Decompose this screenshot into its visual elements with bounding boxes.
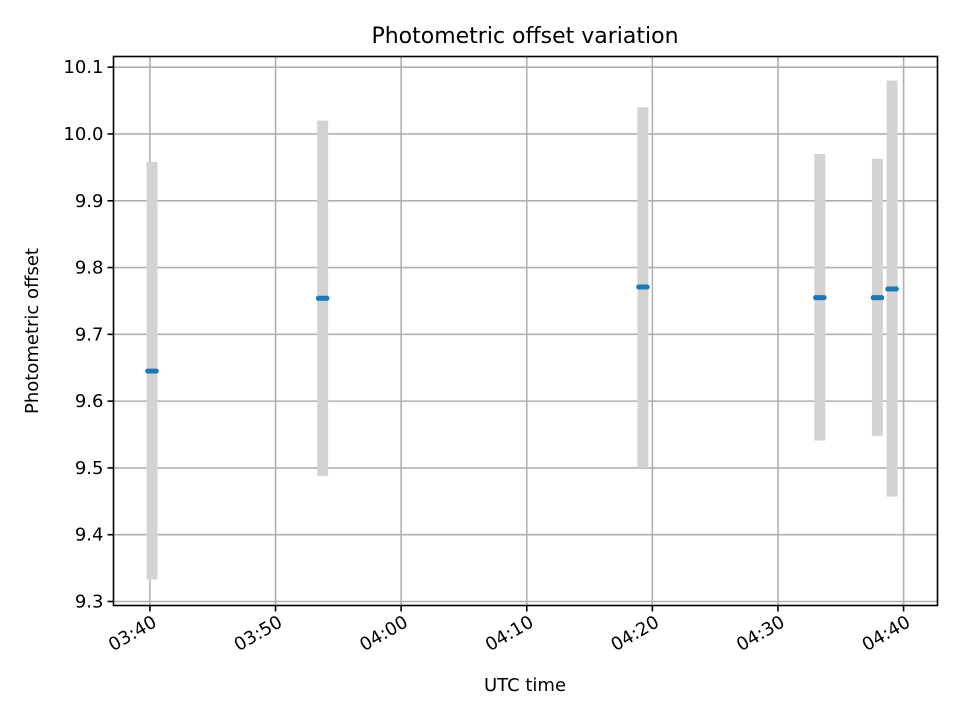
x-axis-label: UTC time bbox=[484, 675, 566, 696]
y-tick-label: 9.5 bbox=[75, 458, 104, 479]
data-point bbox=[153, 368, 159, 374]
x-tick-label: 04:40 bbox=[859, 612, 914, 656]
y-tick-label: 9.7 bbox=[75, 324, 104, 345]
x-tick-label: 04:30 bbox=[733, 612, 788, 656]
y-tick-label: 9.3 bbox=[75, 591, 104, 612]
data-point bbox=[879, 295, 885, 301]
data-point-layer bbox=[145, 284, 899, 374]
x-tick-label: 04:20 bbox=[607, 612, 662, 656]
x-tick-label: 03:50 bbox=[231, 612, 286, 656]
y-tick-label: 9.8 bbox=[75, 258, 104, 279]
y-axis-label: Photometric offset bbox=[22, 248, 43, 414]
x-tick-label: 04:00 bbox=[356, 612, 411, 656]
data-point bbox=[821, 295, 827, 301]
y-tick-label: 9.6 bbox=[75, 391, 104, 412]
grid-layer bbox=[113, 56, 938, 606]
data-point bbox=[324, 295, 330, 301]
y-tick-label: 10.1 bbox=[63, 57, 103, 78]
x-tick-label: 04:10 bbox=[482, 612, 537, 656]
data-point bbox=[644, 284, 650, 290]
y-tick-label: 9.9 bbox=[75, 191, 104, 212]
chart-title: Photometric offset variation bbox=[371, 24, 678, 49]
plot-frame bbox=[112, 55, 939, 607]
y-tick-label: 10.0 bbox=[63, 124, 103, 145]
x-tick-label: 03:40 bbox=[105, 612, 160, 656]
data-point bbox=[893, 286, 899, 292]
y-tick-label: 9.4 bbox=[75, 525, 104, 546]
error-band-layer bbox=[146, 80, 898, 580]
tick-layer: 03:40 03:50 04:00 04:10 04:20 04:30 04:40 9.3 9.… bbox=[63, 57, 914, 656]
